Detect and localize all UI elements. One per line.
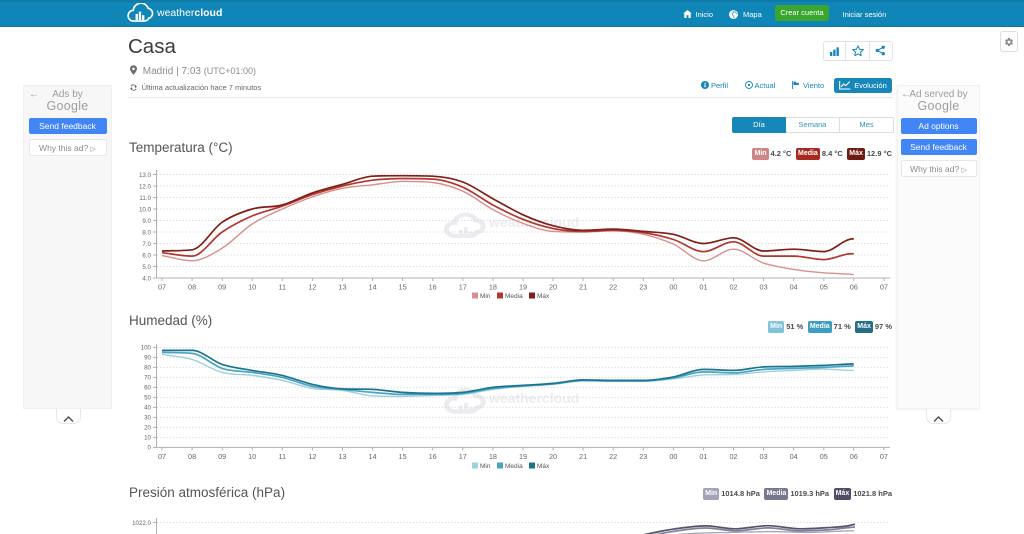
svg-text:60: 60 (144, 385, 151, 392)
svg-text:23: 23 (639, 283, 647, 292)
svg-text:20: 20 (549, 452, 557, 461)
svg-text:13.0: 13.0 (139, 172, 152, 179)
svg-text:21: 21 (579, 452, 587, 461)
svg-text:Máx: Máx (537, 463, 550, 470)
svg-text:Media: Media (505, 463, 523, 470)
svg-text:5.0: 5.0 (142, 264, 151, 271)
svg-text:Min: Min (480, 463, 491, 470)
svg-text:09: 09 (218, 452, 226, 461)
svg-text:18: 18 (489, 283, 497, 292)
svg-text:10: 10 (144, 435, 151, 442)
svg-text:05: 05 (820, 283, 828, 292)
svg-text:15: 15 (399, 452, 407, 461)
svg-text:10: 10 (248, 283, 256, 292)
svg-text:10.0: 10.0 (139, 206, 152, 213)
svg-text:07: 07 (880, 452, 888, 461)
svg-text:07: 07 (158, 283, 166, 292)
svg-text:05: 05 (820, 452, 828, 461)
svg-text:14: 14 (369, 452, 377, 461)
svg-text:4.0: 4.0 (142, 275, 151, 282)
svg-text:17: 17 (459, 283, 467, 292)
svg-text:11: 11 (279, 452, 287, 461)
svg-text:13: 13 (338, 283, 346, 292)
svg-text:80: 80 (144, 365, 151, 372)
svg-text:23: 23 (639, 452, 647, 461)
svg-text:16: 16 (429, 283, 437, 292)
svg-text:00: 00 (669, 452, 677, 461)
svg-text:06: 06 (850, 452, 858, 461)
svg-text:03: 03 (760, 452, 768, 461)
svg-text:22: 22 (609, 452, 617, 461)
svg-text:18: 18 (489, 452, 497, 461)
svg-text:04: 04 (790, 283, 798, 292)
svg-text:19: 19 (519, 452, 527, 461)
svg-text:03: 03 (760, 283, 768, 292)
svg-text:21: 21 (579, 283, 587, 292)
svg-text:12: 12 (308, 283, 316, 292)
svg-text:20: 20 (549, 283, 557, 292)
svg-text:01: 01 (699, 283, 707, 292)
svg-text:Media: Media (505, 293, 523, 300)
svg-text:19: 19 (519, 283, 527, 292)
svg-text:Min: Min (480, 293, 491, 300)
svg-text:06: 06 (850, 283, 858, 292)
svg-text:90: 90 (144, 355, 151, 362)
svg-text:22: 22 (609, 283, 617, 292)
svg-text:08: 08 (188, 283, 196, 292)
svg-text:02: 02 (729, 283, 737, 292)
svg-text:6.0: 6.0 (142, 252, 151, 259)
svg-text:0: 0 (148, 445, 152, 452)
svg-text:70: 70 (144, 375, 151, 382)
svg-text:09: 09 (218, 283, 226, 292)
svg-text:8.0: 8.0 (142, 229, 151, 236)
svg-text:20: 20 (144, 425, 151, 432)
svg-text:04: 04 (790, 452, 798, 461)
svg-text:12: 12 (308, 452, 316, 461)
svg-text:15: 15 (399, 283, 407, 292)
svg-text:30: 30 (144, 415, 151, 422)
svg-text:50: 50 (144, 395, 151, 402)
svg-text:01: 01 (699, 452, 707, 461)
svg-text:17: 17 (459, 452, 467, 461)
svg-text:02: 02 (729, 452, 737, 461)
svg-text:07: 07 (158, 452, 166, 461)
svg-text:9.0: 9.0 (142, 218, 151, 225)
svg-text:14: 14 (369, 283, 377, 292)
svg-text:40: 40 (144, 405, 151, 412)
svg-text:7.0: 7.0 (142, 241, 151, 248)
svg-text:07: 07 (880, 283, 888, 292)
svg-text:11: 11 (279, 283, 287, 292)
svg-text:Máx: Máx (537, 293, 550, 300)
svg-text:11.0: 11.0 (139, 195, 151, 202)
svg-text:12.0: 12.0 (139, 183, 152, 190)
svg-text:100: 100 (141, 345, 152, 352)
svg-text:00: 00 (669, 283, 677, 292)
svg-text:08: 08 (188, 452, 196, 461)
svg-text:16: 16 (429, 452, 437, 461)
svg-text:1022.0: 1022.0 (132, 520, 151, 527)
svg-text:weathercloud: weathercloud (488, 390, 579, 406)
svg-text:10: 10 (248, 452, 256, 461)
svg-text:13: 13 (338, 452, 346, 461)
